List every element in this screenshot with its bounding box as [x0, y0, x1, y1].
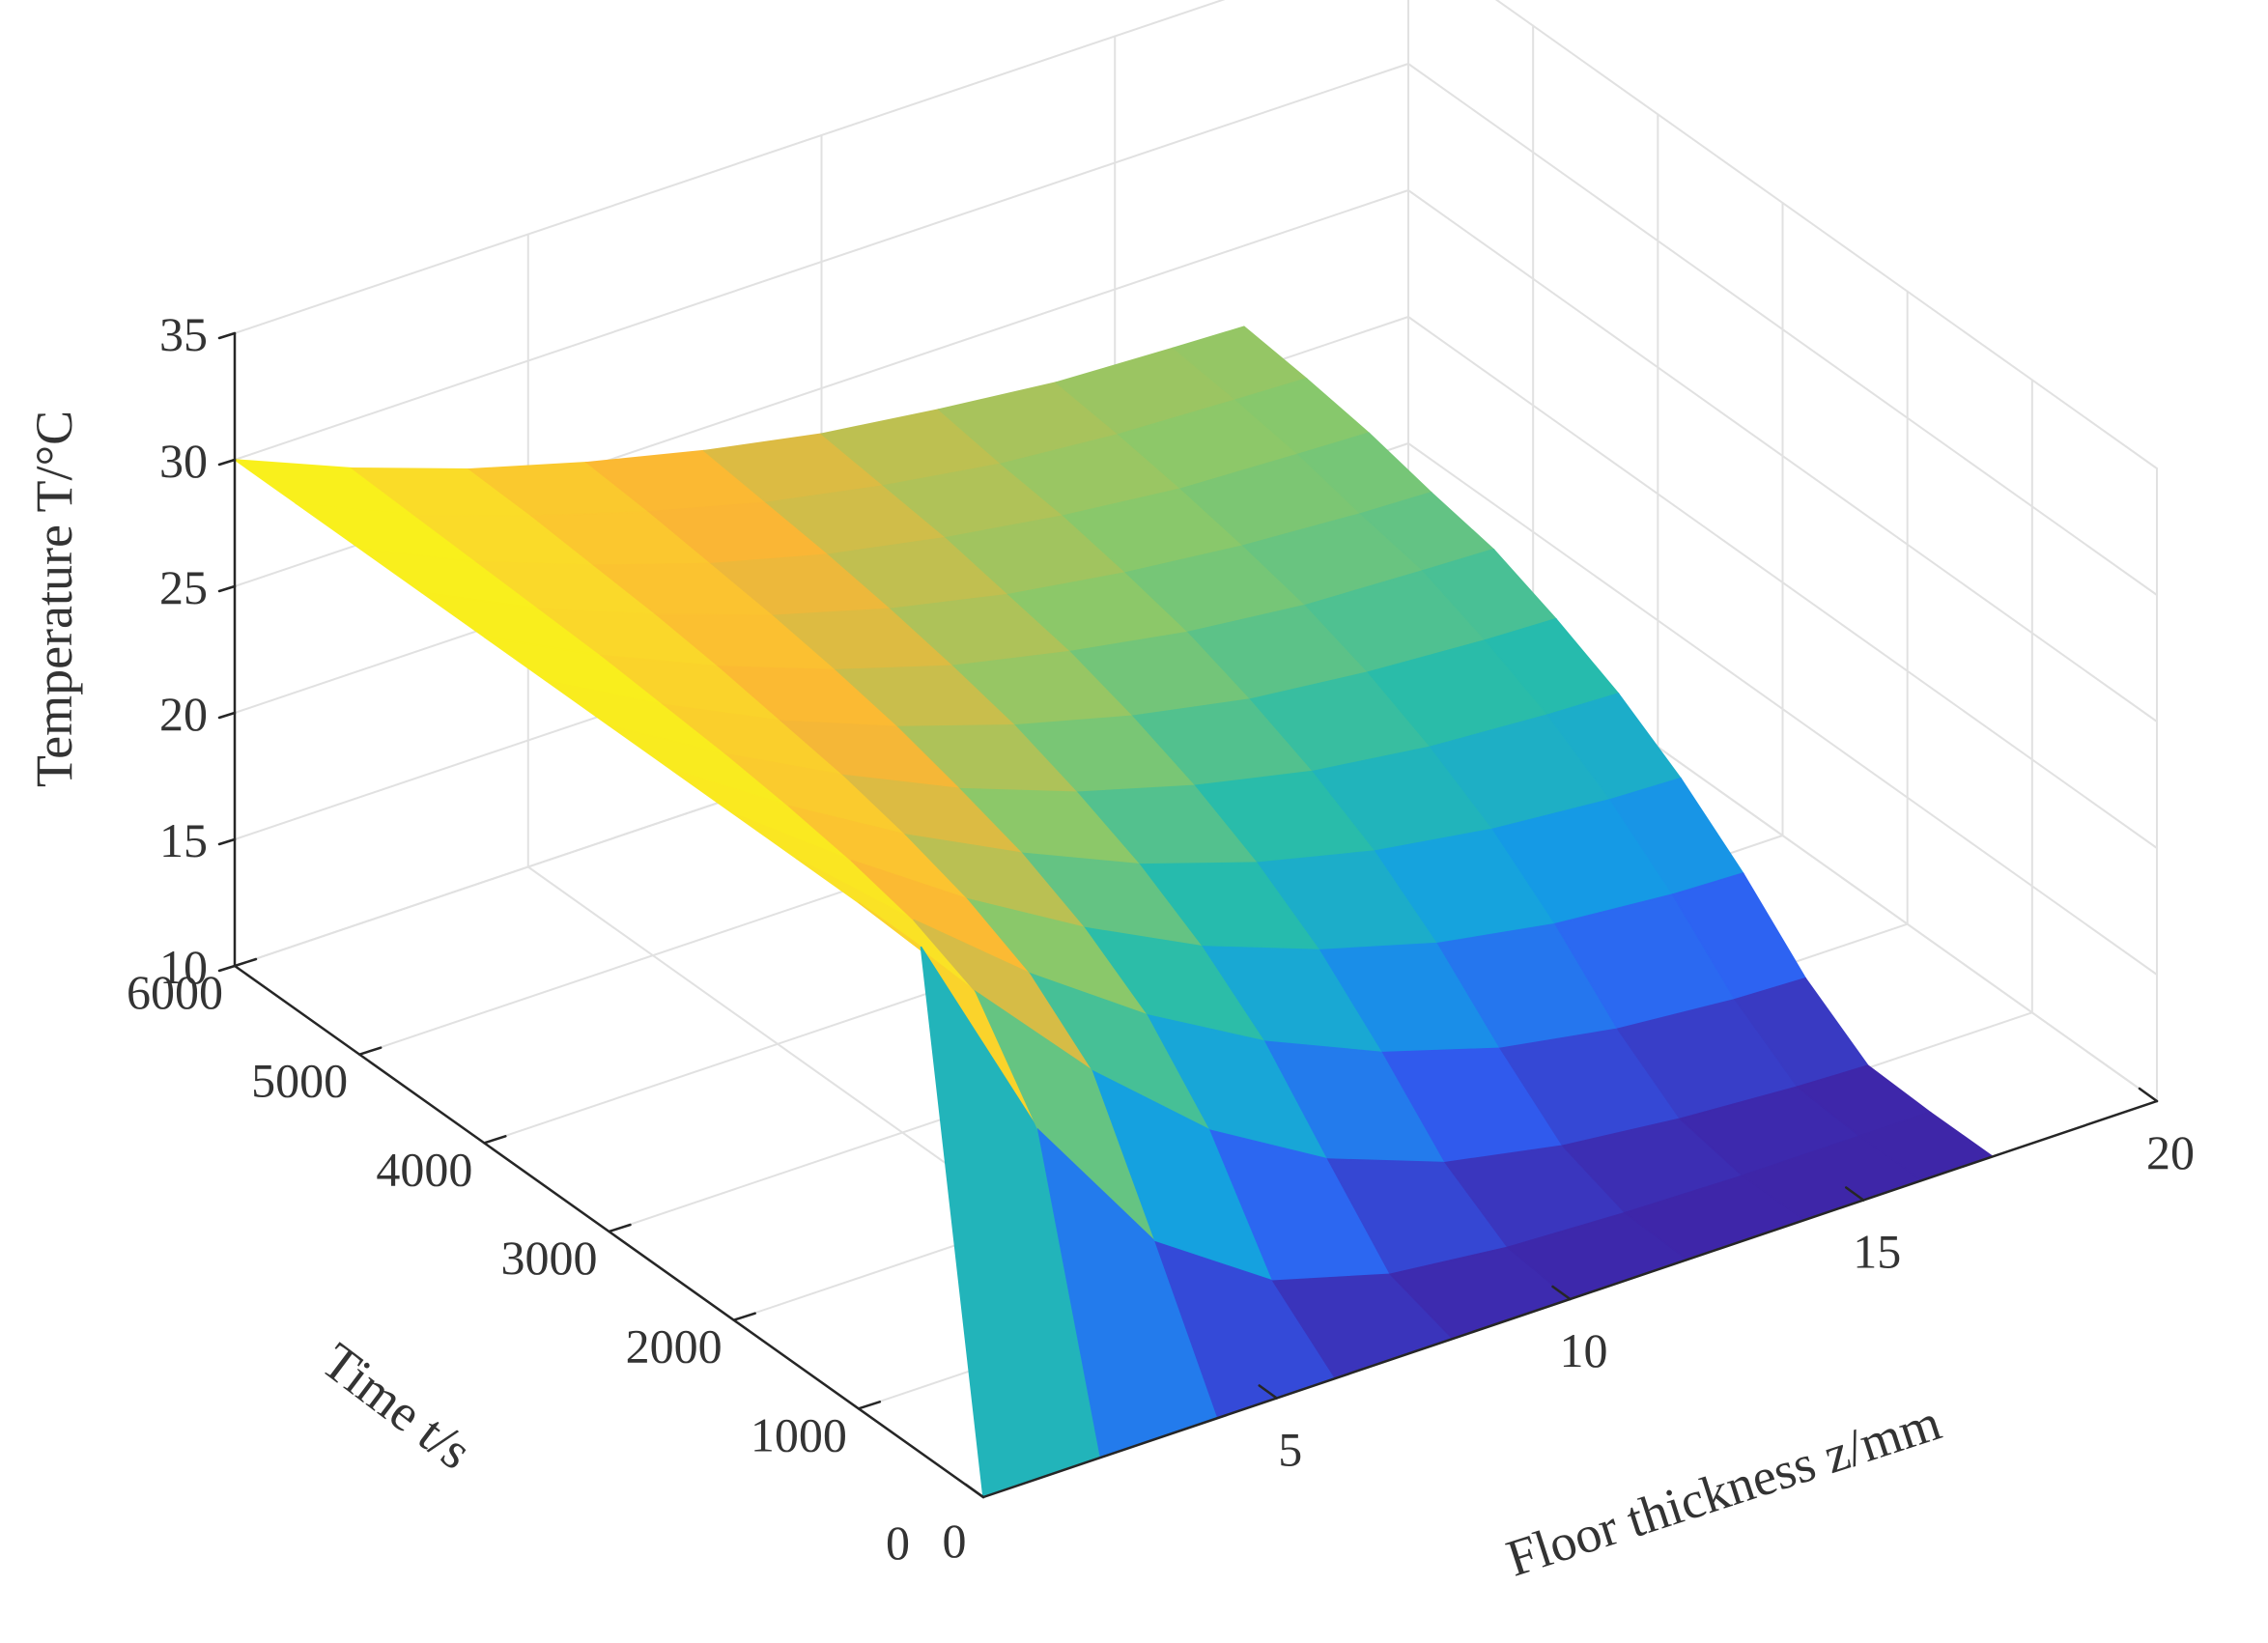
z-tick-mark [217, 837, 237, 846]
axes-lines [217, 331, 2159, 1499]
z-tick-label: 25 [159, 560, 208, 614]
y-tick-mark [608, 1223, 632, 1233]
y-tick-mark [233, 957, 258, 968]
z-tick-mark [217, 711, 237, 720]
z-tick-label: 35 [159, 307, 208, 361]
y-tick-mark [732, 1312, 756, 1321]
z-tick-mark [217, 584, 237, 593]
y-tick-mark [857, 1401, 882, 1410]
tick-labels: 10 15 20 25 30 35 1000 2000 3000 4000 5000 6000 0 5 10… [127, 307, 2195, 1570]
grid-line [1407, 63, 2158, 596]
z-tick-mark [217, 458, 237, 467]
y-tick-mark [357, 1046, 383, 1056]
z-tick-label: 10 [159, 940, 208, 994]
z-tick-mark [217, 331, 237, 340]
grid-line [1407, 189, 2158, 722]
x-tick-label: 20 [2146, 1125, 2195, 1179]
x-tick-label: 10 [1560, 1323, 1608, 1377]
z-axis-label: Temperature T/°C [25, 411, 83, 787]
y-tick-label: 5000 [251, 1054, 348, 1108]
y-tick-label: 4000 [376, 1142, 472, 1196]
grid-line [1494, 0, 2158, 469]
grid-line [1407, 442, 2158, 976]
x-tick-mark [2138, 1087, 2159, 1103]
y-tick-label: 2000 [626, 1319, 723, 1374]
grid-line [1407, 316, 2158, 849]
x-tick-label: 5 [1278, 1423, 1302, 1477]
x-tick-label: 15 [1853, 1225, 1901, 1279]
x-tick-mark [1551, 1285, 1572, 1301]
y-tick-label: 1000 [751, 1407, 847, 1461]
y-tick-label-origin: 0 [886, 1516, 910, 1570]
surface-plot [232, 326, 1995, 1499]
grid-line [234, 0, 1226, 334]
y-tick-label: 6000 [127, 965, 223, 1019]
y-tick-label: 3000 [501, 1231, 598, 1285]
grid-line [234, 63, 1409, 461]
x-tick-mark [964, 1483, 985, 1499]
z-tick-label: 15 [159, 813, 208, 867]
z-tick-label: 20 [159, 687, 208, 741]
x-tick-mark [1258, 1384, 1278, 1400]
z-tick-mark [217, 964, 237, 973]
z-tick-label: 30 [159, 434, 208, 488]
x-tick-mark [1845, 1186, 1865, 1202]
x-tick-label: 0 [943, 1514, 967, 1568]
y-tick-mark [483, 1135, 507, 1145]
